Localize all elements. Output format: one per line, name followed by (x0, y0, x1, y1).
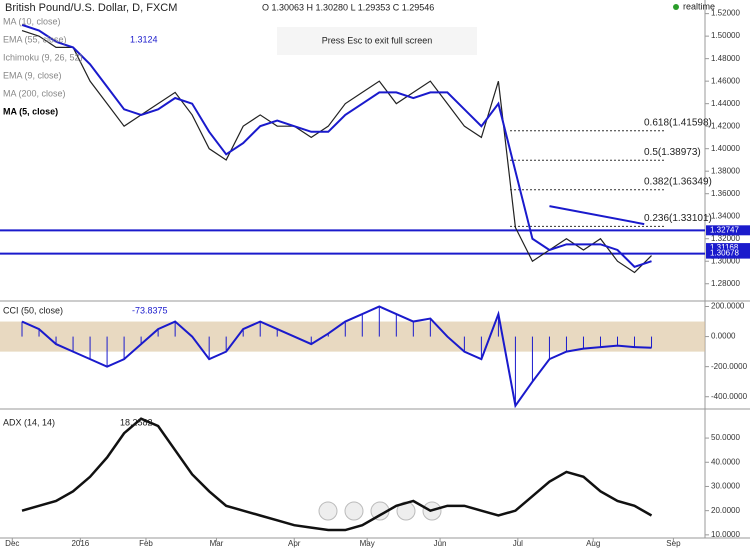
nav-button[interactable] (318, 501, 338, 521)
cci-name: CCI (50, close) (3, 305, 63, 315)
x-tick-label: May (360, 539, 375, 548)
indicator-label: EMA (55, close) (3, 34, 67, 44)
y-tick-label: 1.38000 (711, 166, 740, 175)
price-tag (706, 248, 750, 259)
cci-band (0, 321, 705, 352)
x-tick-label: Mar (210, 539, 224, 548)
y-tick-label: 1.40000 (711, 144, 740, 153)
cci-line (21, 305, 652, 409)
status: realtime (683, 1, 715, 11)
price-tag-label: 1.31168 (710, 243, 739, 252)
fullscreen-tooltip (277, 27, 477, 55)
y-tick-label: 1.46000 (711, 76, 740, 85)
indicator-label: MA (5, close) (3, 106, 58, 116)
ohlc: O 1.30063 H 1.30280 L 1.29353 C 1.29546 (262, 2, 434, 12)
y-tick-label: 20.0000 (711, 506, 740, 515)
x-tick-label: Feb (139, 539, 153, 548)
price-tag (706, 225, 750, 236)
y-tick-label: 50.0000 (711, 433, 740, 442)
y-tick-label: 1.48000 (711, 54, 740, 63)
series-line (21, 23, 652, 269)
fullscreen-text: Press Esc to exit full screen (322, 35, 433, 45)
indicator-label: Ichimoku (9, 26, 52) (3, 52, 83, 62)
x-tick-label: 2016 (71, 539, 89, 548)
x-tick-label: Apr (288, 539, 301, 548)
nav-button[interactable] (344, 501, 364, 521)
indicator-label: EMA (9, close) (3, 70, 62, 80)
y-tick-label: -200.0000 (711, 362, 748, 371)
x-tick-label: Dec (5, 539, 19, 548)
y-tick-label: 1.44000 (711, 99, 740, 108)
price-tag-label: 1.30678 (710, 249, 739, 258)
y-tick-label: 30.0000 (711, 482, 740, 491)
adx-last: 18.2582 (120, 417, 153, 427)
y-tick-label: 10.0000 (711, 530, 740, 539)
indicator-value: 1.3124 (130, 34, 158, 44)
y-tick-label: 1.36000 (711, 189, 740, 198)
price-tag-label: 1.32747 (710, 225, 739, 234)
price-tag (706, 243, 750, 254)
adx-name: ADX (14, 14) (3, 417, 55, 427)
y-tick-label: 40.0000 (711, 457, 740, 466)
cci-last: -73.8375 (132, 305, 168, 315)
indicator-label: MA (10, close) (3, 16, 61, 26)
adx-line (21, 417, 653, 532)
y-tick-label: -400.0000 (711, 392, 748, 401)
x-tick-label: Aug (586, 539, 600, 548)
y-tick-label: 1.50000 (711, 31, 740, 40)
y-tick-label: 200.0000 (711, 302, 745, 311)
fib-label: 0.382(1.36349) (644, 176, 712, 187)
y-tick-label: 1.42000 (711, 121, 740, 130)
y-tick-label: 0.0000 (711, 332, 736, 341)
y-tick-label: 1.32000 (711, 234, 740, 243)
chart-title: British Pound/U.S. Dollar, D, FXCM (5, 2, 177, 14)
fib-label: 0.618(1.41598) (644, 117, 712, 128)
indicator-label: MA (200, close) (3, 88, 66, 98)
trendline (549, 205, 645, 226)
y-tick-label: 1.28000 (711, 279, 740, 288)
y-tick-label: 1.30000 (711, 256, 740, 265)
y-tick-label: 1.52000 (711, 9, 740, 18)
fib-label: 0.5(1.38973) (644, 147, 701, 158)
series-line (21, 29, 652, 274)
x-tick-label: Jun (434, 539, 447, 548)
fib-label: 0.236(1.33101) (644, 213, 712, 224)
status-dot (673, 4, 679, 10)
x-tick-label: Jul (513, 539, 523, 548)
y-tick-label: 1.34000 (711, 211, 740, 220)
x-tick-label: Sep (666, 539, 681, 548)
nav-buttons (318, 501, 442, 521)
